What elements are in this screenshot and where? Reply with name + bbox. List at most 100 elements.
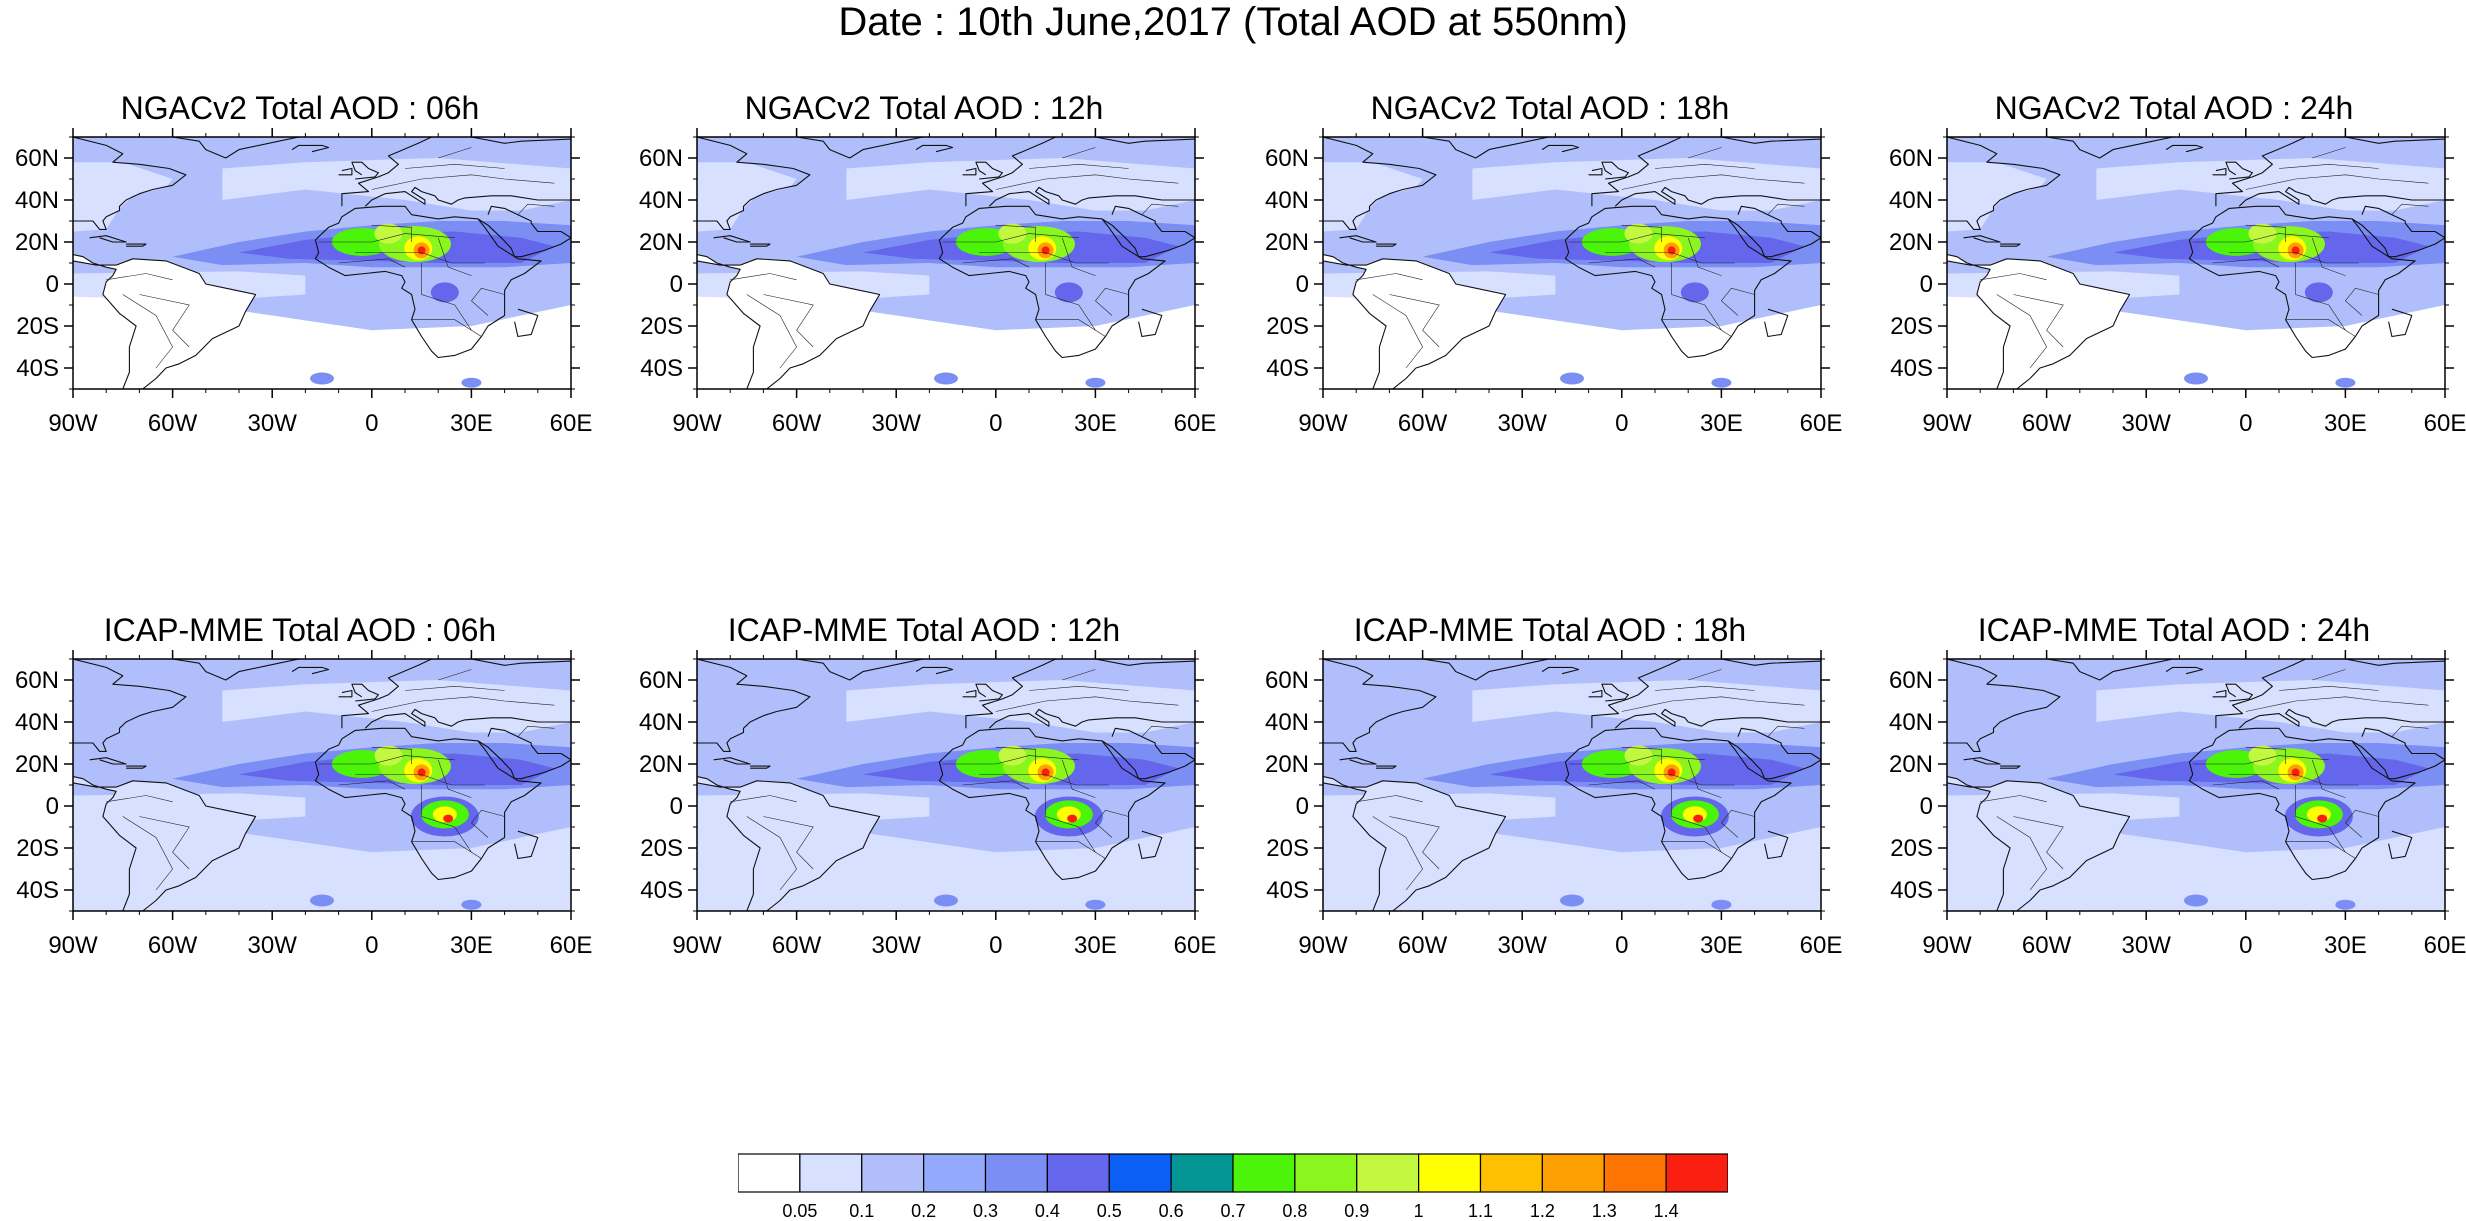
coastline-south-america: [697, 776, 881, 911]
country-border: [2278, 685, 2379, 691]
y-tick-label: 20S: [640, 835, 683, 862]
aod-field-sahara-north: [2248, 745, 2277, 766]
aod-field-south-indian: [461, 377, 482, 388]
x-tick-label: 30W: [248, 410, 298, 437]
country-border: [470, 809, 505, 838]
coastline-madagascar: [2388, 830, 2413, 860]
coastline-greenland: [2003, 137, 2180, 159]
y-tick-label: 0: [46, 271, 59, 298]
x-tick-label: 30W: [872, 932, 922, 959]
aod-field-south-america: [73, 776, 256, 911]
country-border: [139, 294, 190, 348]
colorbar-swatch: [1294, 1153, 1358, 1193]
coastline-africa: [2188, 205, 2416, 359]
colorbar-label: 0.8: [1282, 1201, 1307, 1221]
aod-field-sahara-north: [374, 223, 403, 244]
country-border: [2013, 816, 2064, 870]
coastline-europe: [341, 137, 571, 207]
coastline-greenland: [753, 659, 930, 681]
country-border: [1671, 785, 1722, 853]
coastline-greenland: [129, 137, 306, 159]
x-tick-label: 60W: [2022, 932, 2072, 959]
coastline-south-america: [697, 254, 881, 389]
coastline-arabia: [2351, 205, 2445, 258]
country-border: [411, 841, 482, 859]
y-tick-label: 20N: [1265, 229, 1309, 256]
map-panel: ICAP-MME Total AOD : 12h 90W 60W 30W 0 30E 60E…: [624, 612, 1224, 1142]
y-tick-label: 20N: [1889, 229, 1933, 256]
aod-field-south-america: [1323, 776, 1506, 911]
country-border: [1588, 780, 1656, 790]
panel-title: ICAP-MME Total AOD : 12h: [727, 612, 1121, 648]
aod-field-congo-peak: [1693, 814, 1704, 823]
y-tick-label: 60N: [1265, 145, 1309, 172]
country-border: [2312, 147, 2346, 159]
aod-field-congo-haze: [1680, 282, 1709, 303]
y-tick-label: 40S: [1266, 877, 1309, 904]
y-tick-label: 20N: [15, 229, 59, 256]
country-border: [1141, 203, 1179, 215]
y-tick-label: 40N: [1265, 187, 1309, 214]
y-tick-label: 60N: [639, 145, 683, 172]
aod-field-north-america: [697, 162, 797, 232]
aod-field-south-indian: [1711, 377, 1732, 388]
country-border: [1980, 273, 2047, 281]
y-tick-label: 0: [46, 793, 59, 820]
x-tick-label: 60E: [1800, 410, 1843, 437]
coastline-south-america: [1947, 254, 2131, 389]
country-border: [355, 774, 485, 786]
country-border: [1688, 147, 1722, 159]
coastline-ireland: [1588, 167, 1603, 176]
aod-field-south-indian: [1085, 899, 1106, 910]
coastline-europe: [965, 137, 1195, 207]
country-border: [2245, 696, 2429, 712]
country-border: [1094, 809, 1129, 838]
coastline-north-america: [73, 659, 187, 752]
aod-field-sahara-north: [998, 223, 1027, 244]
country-border: [517, 203, 555, 215]
coastline-north-america: [1323, 137, 1437, 230]
coastline-hispaniola: [2000, 765, 2021, 769]
coastline-north-america: [1947, 659, 2061, 752]
y-tick-label: 40S: [16, 355, 59, 382]
country-border: [2278, 163, 2379, 169]
coastline-arabia: [1101, 205, 1195, 258]
country-border: [404, 685, 505, 691]
x-tick-label: 0: [365, 932, 378, 959]
x-tick-label: 30W: [2122, 932, 2172, 959]
country-border: [318, 755, 455, 765]
aod-field-south-indian: [2335, 377, 2356, 388]
coastline-britain: [2225, 683, 2253, 702]
colorbar-swatch: [1418, 1153, 1482, 1193]
coastline-greenland: [753, 137, 930, 159]
coastline-greenland: [1379, 137, 1556, 159]
coastline-north-america: [73, 137, 187, 230]
aod-field-south-america: [73, 254, 256, 389]
coastline-britain: [351, 161, 379, 180]
colorbar-label: 0.7: [1220, 1201, 1245, 1221]
country-border: [371, 746, 412, 764]
y-tick-label: 60N: [1889, 667, 1933, 694]
coastline-arabia: [477, 205, 571, 258]
colorbar-swatch: [799, 1153, 863, 1193]
country-border: [371, 224, 412, 242]
y-tick-label: 20N: [1265, 751, 1309, 778]
aod-field-north-america: [697, 684, 797, 754]
coastline-greenland: [1379, 659, 1556, 681]
colorbar-label: 0.4: [1035, 1201, 1060, 1221]
aod-field-north-america: [1947, 684, 2047, 754]
country-border: [2295, 263, 2346, 331]
x-tick-label: 0: [989, 932, 1002, 959]
colorbar-swatch: [1541, 1153, 1605, 1193]
x-tick-label: 60W: [1398, 410, 1448, 437]
colorbar-label: 1.3: [1592, 1201, 1617, 1221]
country-border: [942, 755, 1079, 765]
y-tick-label: 0: [1920, 271, 1933, 298]
country-border: [1767, 203, 1805, 215]
y-tick-label: 60N: [639, 667, 683, 694]
colorbar-swatch: [1046, 1153, 1110, 1193]
country-border: [2192, 233, 2329, 243]
country-border: [1568, 233, 1705, 243]
coastline-iceland: [1541, 666, 1580, 675]
country-border: [2192, 755, 2329, 765]
